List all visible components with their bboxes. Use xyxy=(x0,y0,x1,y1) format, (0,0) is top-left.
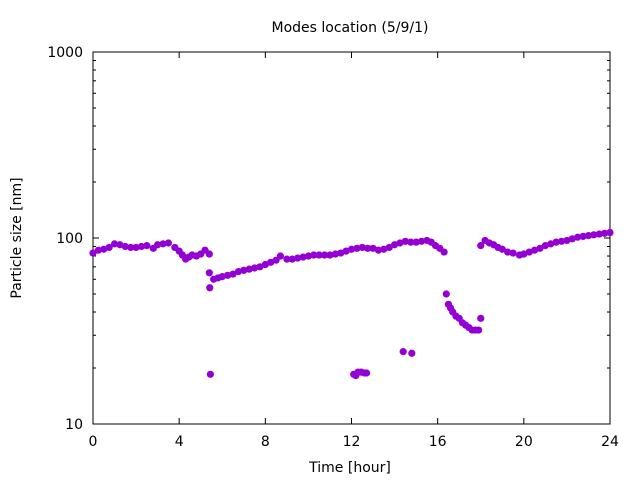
data-point xyxy=(164,239,172,247)
data-point xyxy=(504,248,512,256)
y-axis-label: Particle size [nm] xyxy=(9,177,25,298)
data-point xyxy=(159,240,167,248)
x-tick-label: 12 xyxy=(343,434,361,450)
data-point xyxy=(250,264,259,272)
data-point xyxy=(137,242,146,251)
data-point xyxy=(132,243,140,252)
data-point xyxy=(121,242,129,251)
data-point xyxy=(407,238,415,246)
x-tick-label: 0 xyxy=(89,434,98,450)
data-point xyxy=(347,245,356,253)
data-point xyxy=(205,269,213,277)
data-point xyxy=(320,251,329,259)
data-point xyxy=(240,266,248,274)
data-point xyxy=(601,229,609,237)
data-point xyxy=(408,349,416,357)
data-point xyxy=(440,248,448,256)
x-tick-label: 16 xyxy=(429,434,447,450)
data-point xyxy=(288,255,296,263)
data-point xyxy=(442,290,450,298)
data-point xyxy=(477,314,485,322)
data-point xyxy=(205,250,213,258)
data-point xyxy=(364,244,372,252)
data-point xyxy=(127,243,135,252)
data-point xyxy=(206,284,214,292)
data-point xyxy=(304,252,313,260)
data-point xyxy=(326,251,334,259)
data-point xyxy=(331,250,339,258)
data-point xyxy=(595,230,603,238)
data-point xyxy=(261,260,269,269)
data-point xyxy=(374,246,383,254)
data-point xyxy=(353,244,361,252)
data-point xyxy=(229,270,237,278)
data-point xyxy=(552,238,560,246)
x-tick-label: 24 xyxy=(601,434,619,450)
data-point xyxy=(218,273,226,281)
data-point xyxy=(401,237,409,245)
data-point xyxy=(110,240,119,248)
x-tick-label: 8 xyxy=(261,434,270,450)
data-point xyxy=(417,237,426,245)
x-axis-label: Time [hour] xyxy=(308,460,391,476)
x-tick-label: 4 xyxy=(175,434,184,450)
data-point xyxy=(294,254,302,262)
data-point xyxy=(498,245,506,253)
data-point xyxy=(385,243,393,252)
y-tick-label: 1000 xyxy=(47,45,83,61)
data-point xyxy=(105,243,113,252)
data-point xyxy=(299,253,307,261)
data-point xyxy=(399,348,407,356)
data-point xyxy=(283,255,291,263)
data-point xyxy=(584,232,593,240)
data-point xyxy=(234,267,243,276)
data-point xyxy=(412,238,420,246)
data-point xyxy=(206,370,215,378)
data-point xyxy=(276,252,285,260)
data-point xyxy=(579,232,587,241)
data-point xyxy=(574,233,582,241)
data-point xyxy=(606,228,614,237)
data-point xyxy=(557,237,566,245)
data-point xyxy=(154,241,162,249)
data-point xyxy=(477,242,485,250)
data-point xyxy=(315,251,323,259)
data-point xyxy=(474,326,483,334)
x-tick-label: 20 xyxy=(515,434,533,450)
data-point xyxy=(358,243,366,252)
chart-title: Modes location (5/9/1) xyxy=(272,20,429,36)
data-point xyxy=(245,265,253,273)
data-point xyxy=(590,231,598,239)
data-point xyxy=(256,263,264,271)
data-point xyxy=(310,251,318,259)
data-point xyxy=(224,271,232,279)
plot-frame xyxy=(92,51,611,425)
data-point xyxy=(267,258,275,266)
data-point xyxy=(536,244,544,252)
y-tick-label: 10 xyxy=(65,417,83,433)
data-point xyxy=(94,246,102,254)
data-point xyxy=(509,249,517,257)
data-point xyxy=(143,242,151,250)
data-point xyxy=(362,369,371,377)
y-tick-label: 100 xyxy=(56,231,83,247)
data-point xyxy=(89,249,97,257)
